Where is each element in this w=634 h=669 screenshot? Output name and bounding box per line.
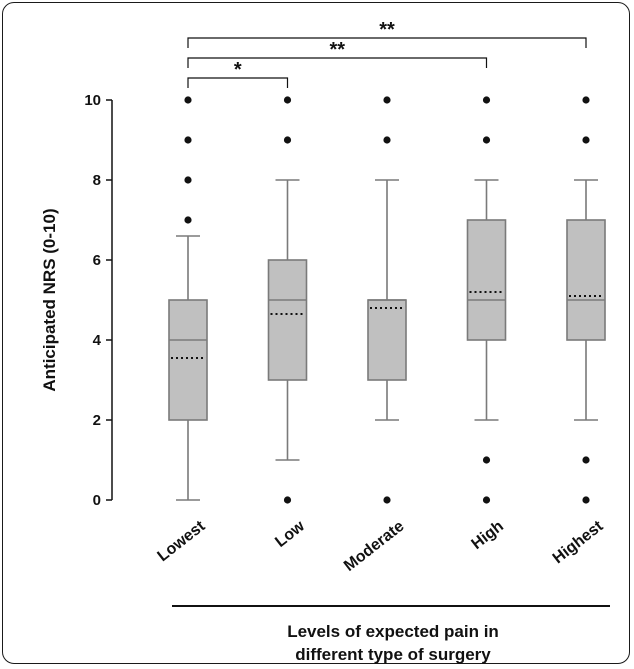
outlier-point-low-9 (283, 136, 292, 144)
box-series (168, 96, 606, 504)
iqr-box-low (267, 259, 308, 381)
outlier-point-lowest-10 (184, 96, 192, 104)
iqr-box-lowest (168, 299, 208, 421)
x-axis-title-line-2: different type of surgery (295, 645, 491, 664)
x-tick-label-low: Low (272, 517, 308, 550)
bracket-line-high (187, 57, 488, 68)
significance-bracket-highest: ** (187, 19, 587, 48)
outlier-point-high-1 (482, 456, 491, 464)
outlier-point-low-0 (283, 496, 292, 504)
outlier-point-highest-10 (582, 96, 590, 104)
outlier-point-high-9 (482, 136, 491, 144)
significance-bracket-low: * (187, 59, 289, 88)
y-tick-label-10: 10 (84, 92, 101, 109)
x-tick-label-moderate: Moderate (341, 518, 408, 575)
box-moderate (367, 96, 407, 504)
significance-label-low: * (234, 59, 242, 81)
y-tick-label-0: 0 (93, 492, 101, 509)
outlier-point-lowest-7 (184, 216, 192, 224)
outlier-point-highest-0 (582, 496, 590, 504)
outlier-point-moderate-0 (383, 496, 391, 504)
significance-label-highest: ** (379, 19, 395, 41)
y-tick-label-6: 6 (93, 252, 101, 269)
outlier-point-high-10 (482, 96, 491, 104)
iqr-box-high (466, 219, 507, 341)
bracket-line-low (187, 77, 289, 88)
y-axis-title: Anticipated NRS (0-10) (40, 208, 59, 391)
iqr-box-moderate (367, 299, 407, 381)
outlier-point-moderate-9 (383, 136, 391, 144)
box-low (267, 96, 308, 504)
significance-bracket-high: ** (187, 39, 488, 68)
x-axis-title-line-1: Levels of expected pain in (287, 622, 499, 641)
outlier-point-low-10 (283, 96, 292, 104)
y-tick-label-8: 8 (93, 172, 101, 189)
y-axis: 0 2 4 6 8 10 (84, 92, 113, 509)
y-tick-label-2: 2 (93, 412, 101, 429)
iqr-box-highest (566, 219, 606, 341)
significance-label-high: ** (329, 39, 345, 61)
x-tick-labels: Lowest Low Moderate High Highest (155, 517, 607, 575)
outlier-point-lowest-9 (184, 136, 192, 144)
outlier-point-lowest-8 (184, 176, 192, 184)
outlier-point-high-0 (482, 496, 491, 504)
outlier-point-highest-9 (582, 136, 590, 144)
x-tick-label-lowest: Lowest (155, 517, 209, 565)
box-high (466, 96, 507, 504)
x-tick-label-highest: Highest (550, 517, 607, 567)
y-tick-label-4: 4 (93, 332, 102, 349)
outlier-point-moderate-10 (383, 96, 391, 104)
outlier-point-highest-1 (582, 456, 590, 464)
x-tick-label-high: High (468, 518, 506, 553)
bracket-line-highest (187, 37, 587, 48)
box-lowest (168, 96, 208, 501)
significance-brackets: ***** (187, 19, 587, 88)
box-highest (566, 96, 606, 504)
